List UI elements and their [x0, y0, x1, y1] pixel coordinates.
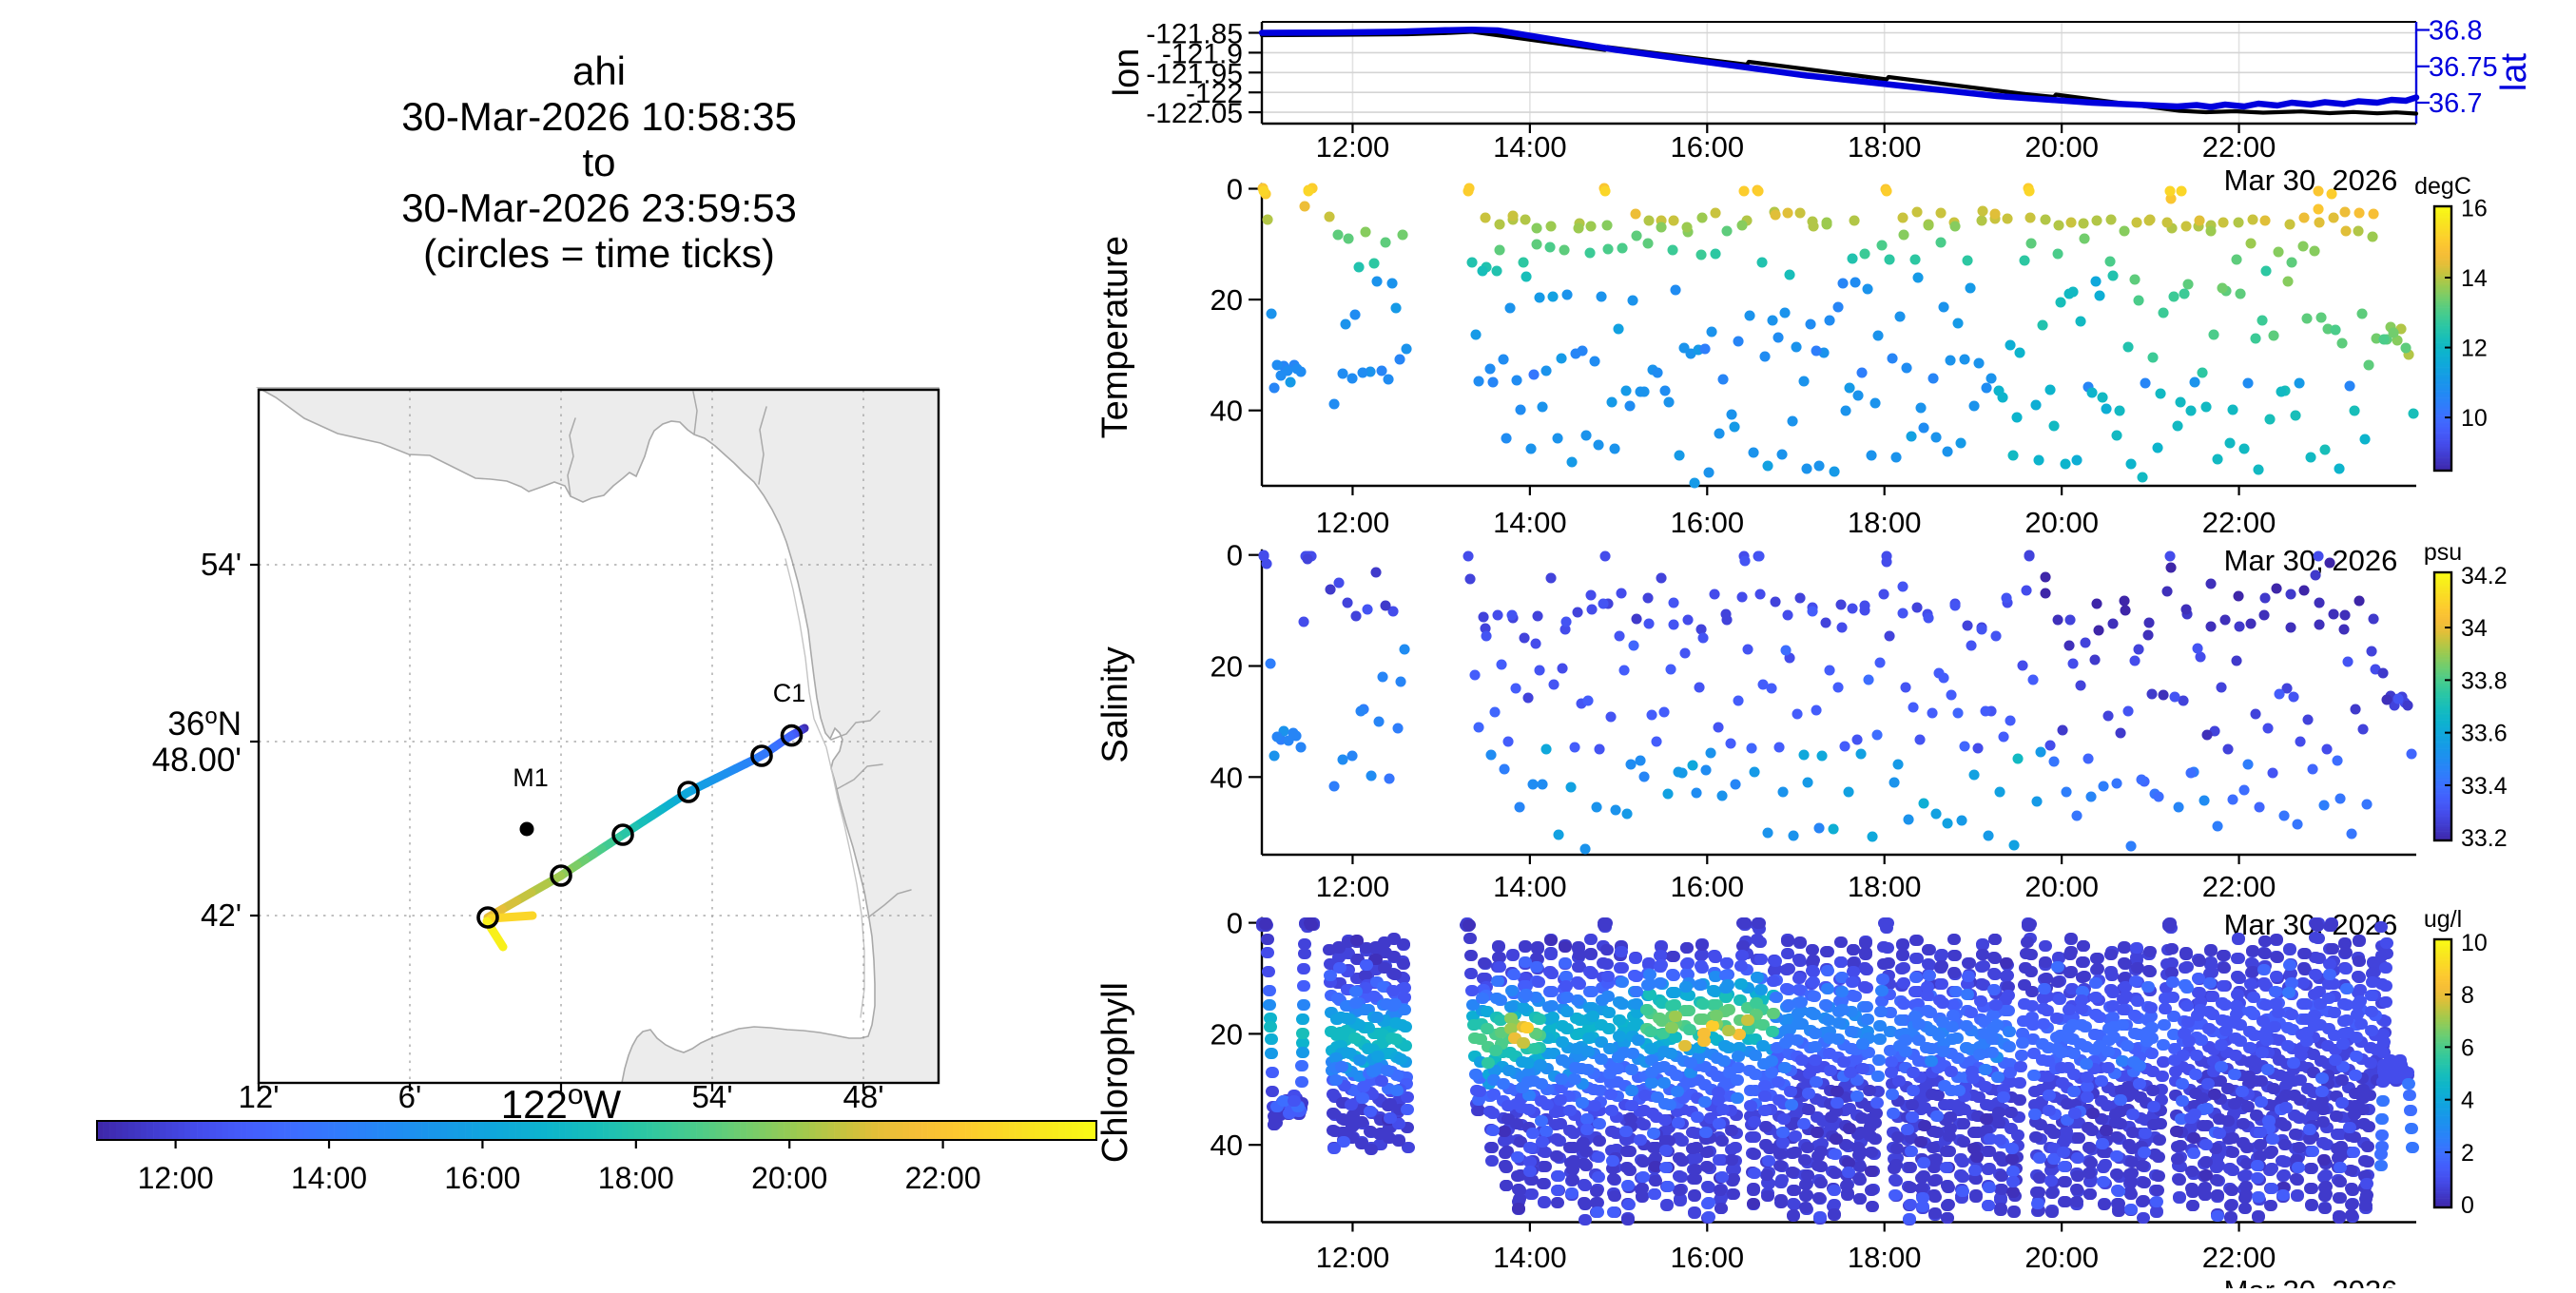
svg-text:36.75: 36.75 — [2429, 52, 2498, 83]
svg-text:Salinity: Salinity — [1095, 646, 1135, 763]
svg-text:degC: degC — [2414, 173, 2471, 200]
svg-text:54': 54' — [691, 1079, 732, 1114]
svg-text:16:00: 16:00 — [1671, 506, 1745, 539]
svg-text:48.00': 48.00' — [152, 742, 242, 779]
svg-text:12:00: 12:00 — [1316, 506, 1390, 539]
svg-text:Mar 30, 2026: Mar 30, 2026 — [2224, 164, 2398, 197]
svg-text:12: 12 — [2461, 336, 2488, 362]
svg-text:14:00: 14:00 — [1493, 506, 1567, 539]
svg-text:-122.05: -122.05 — [1146, 98, 1243, 129]
svg-text:40: 40 — [1211, 761, 1243, 794]
svg-text:20:00: 20:00 — [751, 1161, 827, 1195]
svg-text:36.7: 36.7 — [2429, 88, 2482, 119]
svg-text:14: 14 — [2461, 265, 2488, 292]
svg-text:36oN: 36oN — [167, 704, 242, 743]
svg-text:14:00: 14:00 — [1493, 130, 1567, 164]
svg-text:34.2: 34.2 — [2461, 563, 2508, 589]
svg-text:10: 10 — [2461, 405, 2488, 432]
svg-text:-121.85: -121.85 — [1146, 19, 1243, 50]
svg-text:22:00: 22:00 — [905, 1161, 981, 1195]
svg-text:to: to — [582, 140, 615, 184]
svg-text:-121.9: -121.9 — [1162, 38, 1243, 69]
svg-text:ahi: ahi — [572, 48, 626, 93]
svg-text:20:00: 20:00 — [2024, 130, 2099, 164]
svg-text:12:00: 12:00 — [1316, 870, 1390, 903]
svg-text:-122: -122 — [1186, 78, 1243, 109]
svg-text:18:00: 18:00 — [1848, 506, 1922, 539]
svg-text:42': 42' — [201, 897, 242, 933]
svg-text:M1: M1 — [513, 763, 549, 792]
svg-text:(circles = time ticks): (circles = time ticks) — [423, 231, 775, 276]
svg-text:34: 34 — [2461, 615, 2488, 642]
svg-text:20:00: 20:00 — [2024, 1241, 2099, 1274]
svg-text:30-Mar-2026 23:59:53: 30-Mar-2026 23:59:53 — [401, 185, 797, 230]
svg-text:ug/l: ug/l — [2424, 906, 2462, 933]
svg-text:Chlorophyll: Chlorophyll — [1095, 982, 1135, 1163]
svg-text:4: 4 — [2461, 1088, 2474, 1114]
svg-text:Mar 30, 2026: Mar 30, 2026 — [2224, 544, 2398, 577]
svg-text:2: 2 — [2461, 1140, 2474, 1167]
svg-text:16:00: 16:00 — [1671, 130, 1745, 164]
svg-text:16:00: 16:00 — [1671, 870, 1745, 903]
svg-text:0: 0 — [1227, 539, 1243, 572]
svg-text:lon: lon — [1107, 48, 1147, 97]
svg-text:22:00: 22:00 — [2202, 870, 2276, 903]
svg-text:16:00: 16:00 — [444, 1161, 520, 1195]
svg-text:20: 20 — [1211, 650, 1243, 684]
svg-text:psu: psu — [2424, 539, 2462, 566]
svg-text:6: 6 — [2461, 1034, 2474, 1061]
svg-text:18:00: 18:00 — [598, 1161, 674, 1195]
svg-text:12:00: 12:00 — [138, 1161, 214, 1195]
svg-text:18:00: 18:00 — [1848, 130, 1922, 164]
svg-text:10: 10 — [2461, 930, 2488, 956]
svg-text:36.8: 36.8 — [2429, 16, 2482, 47]
svg-text:0: 0 — [1227, 173, 1243, 206]
svg-text:12:00: 12:00 — [1316, 1241, 1390, 1274]
svg-text:20:00: 20:00 — [2024, 870, 2099, 903]
svg-text:54': 54' — [201, 547, 242, 582]
svg-text:22:00: 22:00 — [2202, 506, 2276, 539]
svg-text:20:00: 20:00 — [2024, 506, 2099, 539]
svg-text:30-Mar-2026 10:58:35: 30-Mar-2026 10:58:35 — [401, 94, 797, 139]
svg-text:22:00: 22:00 — [2202, 130, 2276, 164]
svg-text:0: 0 — [1227, 907, 1243, 940]
svg-text:18:00: 18:00 — [1848, 870, 1922, 903]
svg-text:12:00: 12:00 — [1316, 130, 1390, 164]
svg-text:16: 16 — [2461, 195, 2488, 222]
svg-text:14:00: 14:00 — [1493, 1241, 1567, 1274]
svg-text:6': 6' — [398, 1079, 422, 1114]
svg-text:20: 20 — [1211, 283, 1243, 317]
svg-text:33.2: 33.2 — [2461, 825, 2508, 852]
svg-text:8: 8 — [2461, 982, 2474, 1009]
svg-text:122oW: 122oW — [501, 1079, 622, 1127]
svg-text:20: 20 — [1211, 1017, 1243, 1051]
svg-text:Temperature: Temperature — [1095, 236, 1135, 438]
svg-text:40: 40 — [1211, 395, 1243, 428]
svg-text:18:00: 18:00 — [1848, 1241, 1922, 1274]
svg-text:-121.95: -121.95 — [1146, 58, 1243, 89]
svg-text:12': 12' — [238, 1079, 279, 1114]
svg-text:lat: lat — [2494, 52, 2534, 91]
svg-text:48': 48' — [843, 1079, 883, 1114]
svg-text:33.8: 33.8 — [2461, 667, 2508, 694]
svg-text:Mar 30, 2026: Mar 30, 2026 — [2224, 1274, 2398, 1288]
svg-text:33.6: 33.6 — [2461, 721, 2508, 747]
svg-text:14:00: 14:00 — [1493, 870, 1567, 903]
svg-text:16:00: 16:00 — [1671, 1241, 1745, 1274]
svg-text:C1: C1 — [773, 679, 806, 707]
svg-text:22:00: 22:00 — [2202, 1241, 2276, 1274]
svg-text:14:00: 14:00 — [291, 1161, 367, 1195]
svg-text:0: 0 — [2461, 1192, 2474, 1219]
svg-text:33.4: 33.4 — [2461, 773, 2508, 800]
svg-text:40: 40 — [1211, 1129, 1243, 1162]
